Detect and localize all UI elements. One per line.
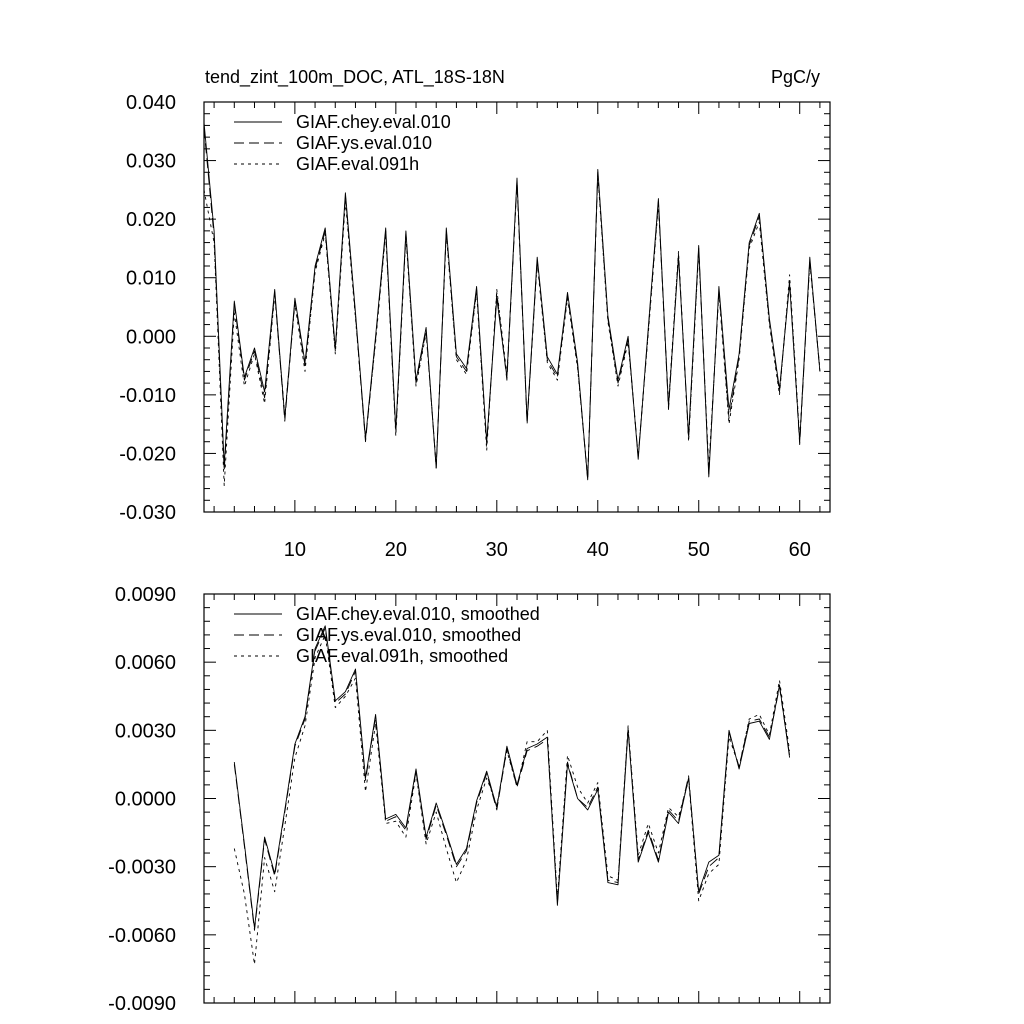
bottom-y-tick-label: 0.0030 xyxy=(115,720,176,742)
top-x-tick-label: 30 xyxy=(486,539,508,561)
bottom-y-tick-label: -0.0030 xyxy=(108,857,176,879)
bottom-series-line-2 xyxy=(233,627,791,931)
bottom-panel: -0.0090 -0.0060 -0.0030 0.0000 0.0030 0.0060 0… xyxy=(108,584,831,1015)
bottom-legend-label-3: GIAF.eval.091h, smoothed xyxy=(296,646,508,666)
bottom-y-tick-label: -0.0060 xyxy=(108,925,176,947)
top-x-tick-label: 50 xyxy=(688,539,710,561)
top-legend-label-2: GIAF.ys.eval.010 xyxy=(296,133,432,153)
top-y-tick-label: 0.020 xyxy=(126,209,176,231)
bottom-y-tick-label: 0.0060 xyxy=(115,652,176,674)
bottom-y-tick-label: 0.0090 xyxy=(115,584,176,606)
top-y-tick-label: -0.020 xyxy=(119,443,176,465)
top-x-tick-label: 10 xyxy=(284,539,306,561)
top-legend-label-1: GIAF.chey.eval.010 xyxy=(296,112,451,132)
bottom-series-line-3 xyxy=(233,634,791,965)
top-y-tick-label: 0.030 xyxy=(126,151,176,173)
top-title-left: tend_zint_100m_DOC, ATL_18S-18N xyxy=(205,67,505,88)
bottom-y-tick-label: 0.0000 xyxy=(115,789,176,811)
top-y-tick-label: -0.010 xyxy=(119,385,176,407)
top-y-tick-label: 0.040 xyxy=(126,92,176,114)
top-legend-label-3: GIAF.eval.091h xyxy=(296,154,419,174)
top-x-tick-label: 20 xyxy=(385,539,407,561)
bottom-legend-label-1: GIAF.chey.eval.010, smoothed xyxy=(296,604,540,624)
top-y-tick-label: 0.010 xyxy=(126,268,176,290)
top-series-line-2 xyxy=(203,128,821,481)
bottom-legend-label-2: GIAF.ys.eval.010, smoothed xyxy=(296,625,521,645)
top-title-right: PgC/y xyxy=(771,67,820,87)
top-panel: 10 20 30 40 50 60 -0.030 -0.020 -0.010 0.000 0.010… xyxy=(119,92,831,561)
top-y-tick-label: 0.000 xyxy=(126,326,176,348)
bottom-y-tick-label: -0.0090 xyxy=(108,993,176,1015)
top-x-tick-label: 40 xyxy=(587,539,609,561)
top-y-tick-label: -0.030 xyxy=(119,502,176,524)
top-x-tick-label: 60 xyxy=(789,539,811,561)
